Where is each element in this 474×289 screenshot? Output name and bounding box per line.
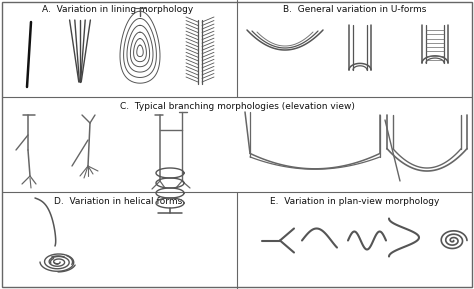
- Text: E.  Variation in plan-view morphology: E. Variation in plan-view morphology: [270, 197, 440, 206]
- Text: B.  General variation in U-forms: B. General variation in U-forms: [283, 5, 427, 14]
- Text: D.  Variation in helical forms: D. Variation in helical forms: [54, 197, 182, 206]
- Text: C.  Typical branching morphologies (elevation view): C. Typical branching morphologies (eleva…: [119, 102, 355, 111]
- Text: A.  Variation in lining morphology: A. Variation in lining morphology: [42, 5, 193, 14]
